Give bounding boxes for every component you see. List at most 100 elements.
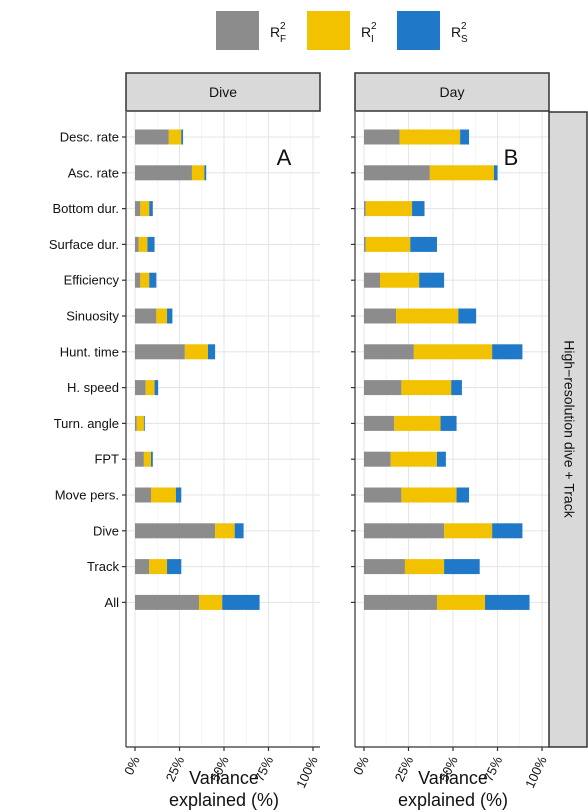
bar-F <box>364 201 366 217</box>
bar-F <box>135 594 200 610</box>
bar-S <box>149 272 157 288</box>
bar-F <box>135 129 169 145</box>
bar-S <box>458 308 477 324</box>
x-axis-title-line1: Variance <box>418 768 488 788</box>
bar-F <box>364 272 381 288</box>
bar-I <box>396 308 459 324</box>
legend-swatch-I <box>307 11 350 50</box>
bar-S <box>492 344 523 360</box>
bar-S <box>456 487 470 503</box>
panel-letter: A <box>277 145 292 170</box>
bar-S <box>410 236 437 252</box>
panel-letter: B <box>504 145 519 170</box>
bar-I <box>394 415 441 431</box>
bar-S <box>492 523 523 539</box>
bar-F <box>135 344 185 360</box>
y-tick-label: Bottom dur. <box>53 201 119 216</box>
panel-dive: Dive A Desc. rate Asc. rate Bottom dur. Surfa… <box>49 72 321 810</box>
y-tick-label: Turn. angle <box>54 416 119 431</box>
bar-I <box>140 201 150 217</box>
bar-F <box>364 415 395 431</box>
x-tick-label: 25% <box>392 754 417 784</box>
y-tick-label: Efficiency <box>64 273 120 288</box>
bar-F <box>364 236 366 252</box>
bar-F <box>135 272 141 288</box>
bar-F <box>364 308 397 324</box>
y-tick-label: Hunt. time <box>60 344 119 359</box>
bar-F <box>364 451 391 467</box>
legend: R2 F R2 I R2 S <box>216 11 468 50</box>
bar-I <box>136 415 144 431</box>
bar-I <box>401 380 452 396</box>
bar-S <box>493 165 498 181</box>
panel-title: Day <box>440 84 465 100</box>
bar-I <box>145 380 155 396</box>
y-tick-label: Desc. rate <box>60 130 119 145</box>
bar-S <box>167 308 173 324</box>
bar-I <box>404 559 445 575</box>
bar-I <box>215 523 235 539</box>
bar-S <box>412 201 425 217</box>
legend-swatch-F <box>216 11 259 50</box>
bar-S <box>167 559 182 575</box>
bar-S <box>181 129 184 145</box>
bar-I <box>138 236 148 252</box>
y-tick-label: Track <box>87 559 120 574</box>
x-tick-label: 0% <box>350 754 372 778</box>
bar-F <box>364 487 402 503</box>
facet-strip-label: High−resolution dive + Track <box>561 340 577 518</box>
bar-S <box>419 272 445 288</box>
bar-I <box>429 165 494 181</box>
bar-I <box>413 344 493 360</box>
bar-S <box>436 451 446 467</box>
legend-swatch-S <box>397 11 440 50</box>
bar-I <box>184 344 208 360</box>
bar-I <box>401 487 457 503</box>
legend-label-I: R2 I <box>361 21 377 45</box>
bar-S <box>460 129 470 145</box>
bar-I <box>168 129 182 145</box>
y-tick-label: Sinuosity <box>66 309 119 324</box>
panel-strip <box>354 72 550 112</box>
bar-F <box>364 559 405 575</box>
y-tick-label: FPT <box>94 452 119 467</box>
bar-F <box>135 308 157 324</box>
x-tick-label: 25% <box>163 754 188 784</box>
x-tick-label: 100% <box>293 754 321 791</box>
panel-strip <box>125 72 321 112</box>
bar-F <box>364 344 414 360</box>
bar-F <box>135 487 152 503</box>
y-tick-label: All <box>105 595 120 610</box>
bar-I <box>365 236 411 252</box>
bar-I <box>365 201 413 217</box>
bar-S <box>204 165 207 181</box>
bar-S <box>440 415 457 431</box>
panel-title: Dive <box>209 84 237 100</box>
bar-F <box>364 594 437 610</box>
y-tick-label: Surface dur. <box>49 237 119 252</box>
bar-S <box>149 201 153 217</box>
x-axis-title-line2: explained (%) <box>169 790 279 810</box>
bar-S <box>485 594 530 610</box>
y-tick-label: Asc. rate <box>68 165 119 180</box>
bar-I <box>151 487 176 503</box>
bar-I <box>390 451 437 467</box>
bar-I <box>140 272 150 288</box>
bar-F <box>364 165 430 181</box>
bar-S <box>444 559 480 575</box>
bar-S <box>222 594 260 610</box>
bar-I <box>199 594 223 610</box>
bar-S <box>175 487 182 503</box>
bar-F <box>135 236 139 252</box>
bar-S <box>154 380 159 396</box>
bar-F <box>135 201 141 217</box>
bar-S <box>151 451 153 467</box>
bar-I <box>191 165 205 181</box>
bar-I <box>436 594 486 610</box>
bar-F <box>364 380 402 396</box>
y-tick-label: Dive <box>93 523 119 538</box>
bar-F <box>135 415 137 431</box>
bar-S <box>147 236 155 252</box>
bar-F <box>135 559 150 575</box>
